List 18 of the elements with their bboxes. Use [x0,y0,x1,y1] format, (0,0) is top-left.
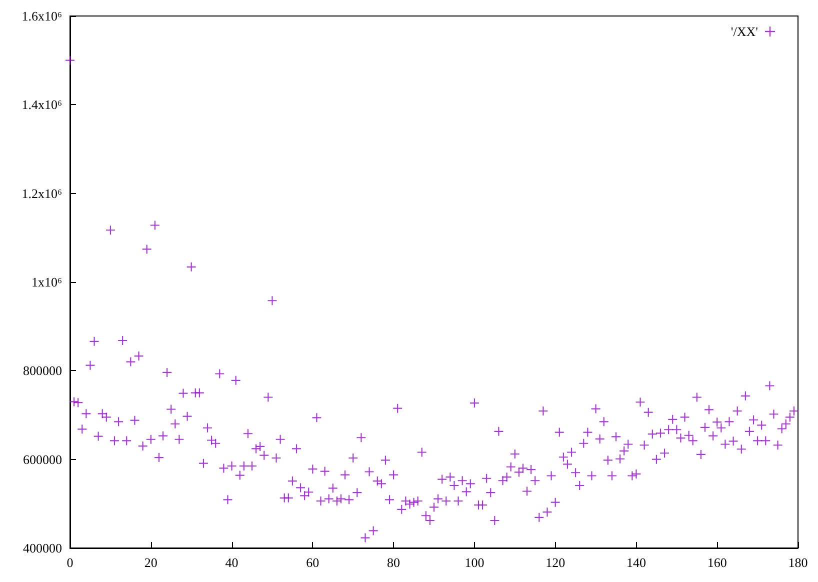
legend-label: '/XX' [730,24,758,39]
x-tick-label: 180 [788,555,808,570]
y-tick-label: 1.2x10⁶ [22,186,62,201]
x-tick-label: 120 [546,555,566,570]
y-tick-label: 1x10⁶ [31,274,62,290]
x-tick-label: 60 [306,555,320,570]
x-tick-label: 140 [626,555,646,570]
y-tick-label: 600000 [23,452,62,467]
x-tick-label: 40 [225,555,238,570]
x-tick-label: 20 [144,555,158,570]
x-tick-label: 160 [707,555,727,570]
x-tick-label: 0 [66,555,74,570]
x-tick-label: 80 [387,555,400,570]
y-tick-label: 800000 [23,363,62,378]
y-tick-label: 1.4x10⁶ [22,97,62,112]
y-tick-label: 1.6x10⁶ [22,8,62,24]
y-tick-label: 400000 [23,540,62,556]
x-tick-label: 100 [464,555,484,570]
